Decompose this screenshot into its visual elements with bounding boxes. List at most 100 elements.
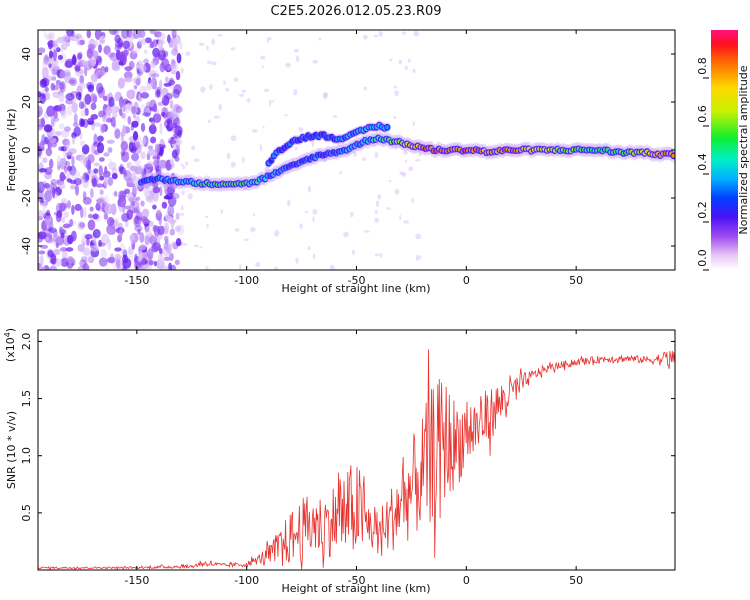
spectrogram-noise-speck (178, 40, 183, 50)
spectrogram-noise-speck (98, 110, 105, 118)
spectrogram-noise-speck (108, 91, 113, 97)
spectrogram-noise-speck (82, 263, 90, 270)
spectrogram-noise-speck (82, 207, 87, 218)
spectrogram-noise-speck (38, 262, 41, 269)
spectrogram-noise-speck (180, 205, 184, 211)
spectrogram-noise-speck (119, 163, 125, 176)
spectrogram-noise-speck (112, 30, 120, 36)
spectrogram-noise-speck (62, 223, 71, 229)
spectrogram-noise-speck (118, 108, 123, 116)
spectrogram-noise-speck (198, 42, 205, 46)
spectrogram-noise-speck (87, 219, 96, 231)
spectrogram-noise-speck (90, 73, 98, 83)
spectrogram-noise-speck (418, 152, 422, 157)
spectrogram-noise-speck (131, 153, 140, 162)
spectrogram-noise-speck (114, 34, 121, 44)
spectrogram-noise-speck (40, 197, 45, 204)
spectrogram-x-tick-label: -50 (348, 274, 366, 287)
spectrogram-noise-speck (167, 204, 175, 217)
spectrogram-noise-speck (141, 168, 147, 179)
spectrogram-noise-speck (141, 208, 150, 218)
spectrogram-noise-speck (44, 33, 53, 40)
spectrogram-noise-speck (404, 65, 408, 70)
spectrogram-noise-speck (66, 200, 72, 209)
spectrogram-noise-speck (264, 166, 270, 174)
spectrogram-noise-speck (226, 152, 231, 160)
spectrogram-noise-speck (163, 241, 168, 251)
spectrogram-noise-speck (193, 158, 200, 163)
spectrogram-noise-speck (263, 88, 270, 93)
snr-y-tick-label: 2.0 (20, 333, 33, 351)
spectrogram-noise-speck (81, 241, 85, 249)
spectrogram-noise-speck (90, 92, 94, 102)
spectrogram-noise-speck (139, 265, 147, 270)
spectrogram-noise-speck (399, 214, 402, 221)
spectrogram-noise-speck (83, 60, 93, 71)
spectrogram-noise-speck (44, 190, 53, 203)
spectrogram-noise-speck (152, 186, 161, 194)
spectrogram-noise-speck (295, 257, 299, 264)
spectrogram-noise-speck (214, 115, 220, 119)
spectrogram-noise-speck (38, 47, 46, 54)
spectrogram-noise-speck (133, 160, 142, 165)
spectrogram-noise-speck (38, 190, 45, 200)
spectrogram-noise-speck (353, 151, 357, 158)
spectrogram-noise-speck (351, 249, 356, 255)
spectrogram-noise-speck (61, 216, 66, 224)
spectrogram-noise-speck (106, 139, 115, 144)
spectrogram-noise-speck (160, 90, 165, 101)
spectrogram-noise-speck (70, 230, 77, 242)
spectrogram-noise-speck (96, 197, 106, 206)
spectrogram-noise-speck (394, 145, 398, 150)
spectrogram-noise-speck (150, 73, 160, 78)
spectrogram-noise-speck (378, 31, 383, 37)
spectrogram-noise-speck (143, 58, 150, 64)
spectrogram-noise-speck (200, 86, 206, 93)
spectrogram-noise-speck (91, 143, 96, 154)
spectrogram-noise-speck (98, 44, 102, 54)
spectrogram-noise-speck (393, 116, 397, 120)
spectrogram-noise-speck (207, 119, 211, 124)
spectrogram-noise-speck (41, 265, 46, 270)
spectrogram-noise-speck (233, 77, 238, 83)
spectrogram-noise-speck (52, 248, 61, 256)
spectrogram-noise-speck (389, 58, 393, 62)
spectrogram-noise-speck (143, 188, 148, 197)
spectrogram-noise-speck (106, 216, 115, 227)
spectrogram-noise-speck (274, 266, 278, 270)
spectrogram-noise-speck (157, 253, 163, 261)
spectrogram-noise-speck (130, 200, 136, 207)
spectrogram-noise-speck (419, 255, 422, 260)
spectrogram-noise-speck (108, 161, 117, 171)
spectrogram-noise-speck (149, 60, 157, 69)
snr-series-line (38, 349, 675, 570)
spectrogram-noise-speck (374, 217, 380, 223)
spectrogram-noise-speck (53, 110, 58, 119)
spectrogram-noise-speck (48, 63, 52, 68)
spectrogram-noise-speck (108, 96, 115, 107)
spectrogram-noise-speck (71, 170, 81, 179)
spectrogram-noise-speck (45, 147, 53, 157)
spectrogram-noise-speck (114, 247, 122, 252)
spectrogram-noise-speck (174, 259, 180, 265)
spectrogram-noise-speck (95, 183, 104, 188)
spectrogram-noise-speck (88, 38, 96, 51)
spectrogram-noise-speck (86, 30, 92, 39)
colorbar-label: Normalized spectral amplitude (737, 65, 750, 234)
spectrogram-noise-speck (89, 244, 99, 252)
spectrogram-noise-speck (84, 174, 90, 181)
spectrogram-noise-speck (170, 108, 178, 119)
spectrogram-noise-speck (135, 141, 141, 149)
spectrogram-noise-speck (185, 161, 189, 166)
spectrogram-noise-speck (40, 244, 49, 249)
colorbar-tick-label: 0.6 (696, 105, 709, 123)
spectrogram-noise-speck (96, 82, 104, 94)
spectrogram-panel: C2E5.2026.012.05.23.R09 -150 -100 -50 0 50 -… (5, 4, 676, 295)
spectrogram-noise-speck (79, 222, 86, 229)
spectrogram-noise-speck (60, 108, 67, 119)
spectrogram-noise-speck (131, 176, 140, 186)
spectrogram-noise-speck (230, 47, 236, 51)
spectrogram-noise-speck (163, 235, 169, 242)
spectrogram-noise-speck (138, 64, 147, 73)
